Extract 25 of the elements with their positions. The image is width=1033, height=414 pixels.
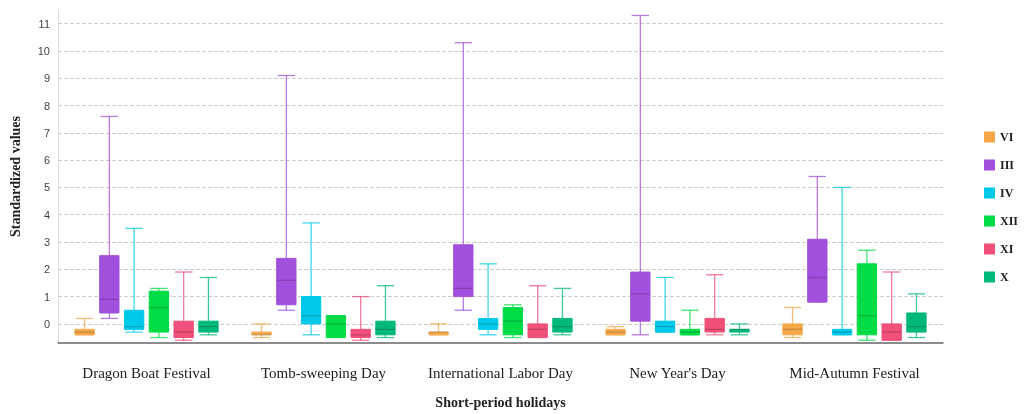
y-tick-label: 1 — [43, 290, 50, 303]
y-tick-label: 4 — [43, 208, 50, 221]
y-axis-title: Standardized values — [7, 115, 23, 237]
y-tick-label: 8 — [43, 99, 50, 112]
legend-label: X — [999, 270, 1009, 284]
y-tick-label: 9 — [43, 72, 50, 85]
legend-label: III — [999, 158, 1015, 172]
y-tick-label: 2 — [43, 263, 50, 276]
y-tick-label: 5 — [43, 181, 50, 194]
y-tick-label: 3 — [43, 236, 50, 249]
legend-label: IV — [999, 186, 1014, 200]
legend-label: XII — [999, 214, 1019, 228]
x-tick-label: International Labor Day — [428, 364, 574, 381]
x-tick-label: New Year's Day — [629, 364, 727, 381]
legend-label: VI — [999, 130, 1014, 144]
y-tick-label: 7 — [43, 126, 50, 139]
legend-label: XI — [999, 242, 1014, 256]
x-tick-label: Tomb-sweeping Day — [260, 364, 387, 381]
y-tick-label: 0 — [43, 317, 50, 330]
y-tick-label: 6 — [43, 154, 50, 167]
x-tick-label: Dragon Boat Festival — [82, 364, 211, 381]
y-tick-label: 10 — [37, 44, 50, 57]
x-axis-title: Short-period holidays — [435, 394, 567, 410]
x-tick-label: Mid-Autumn Festival — [789, 364, 920, 381]
y-tick-label: 11 — [38, 17, 50, 30]
